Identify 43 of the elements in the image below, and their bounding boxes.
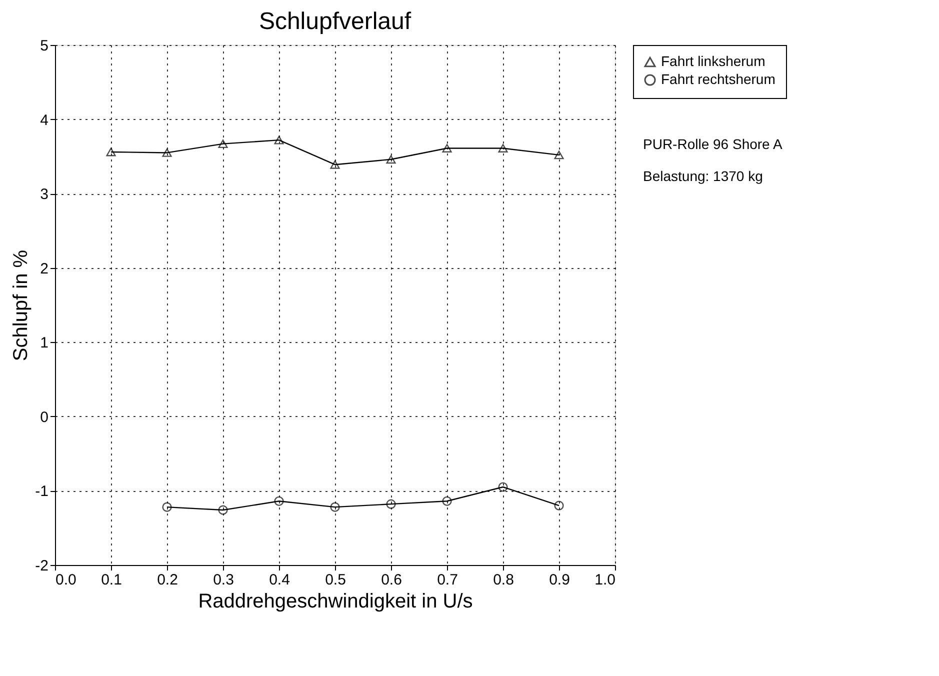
point <box>386 155 396 164</box>
point <box>274 496 284 506</box>
point <box>442 496 452 506</box>
y-tick-label: -2 <box>35 558 48 574</box>
point <box>274 136 284 144</box>
x-tick-label: 0.5 <box>325 572 346 588</box>
y-axis-title: Schlupf in % <box>10 250 32 362</box>
point <box>554 500 564 510</box>
point <box>162 502 172 512</box>
x-tick-label: 0.6 <box>381 572 402 588</box>
legend-label: Fahrt linksherum <box>661 53 766 69</box>
y-tick-label: 0 <box>40 408 48 426</box>
point <box>386 499 396 509</box>
y-tick-label: -1 <box>35 483 48 500</box>
y-tick-label: 1 <box>40 334 48 352</box>
y-tick-label: 5 <box>40 38 48 54</box>
point <box>218 140 228 148</box>
point <box>442 144 452 152</box>
x-axis-title: Raddrehgeschwindigkeit in U/s <box>198 590 473 612</box>
point <box>498 482 508 492</box>
y-tick-label: 4 <box>40 112 48 129</box>
y-tick-label: 3 <box>40 186 48 204</box>
x-tick-label: 0.4 <box>269 572 290 588</box>
chart-title: Schlupfverlauf <box>258 8 412 35</box>
point <box>330 502 340 512</box>
x-tick-label: 0.9 <box>549 572 570 588</box>
x-tick-label: 0.0 <box>56 572 76 588</box>
point <box>330 160 340 169</box>
point <box>554 150 564 160</box>
point <box>162 148 172 157</box>
x-tick-label: 0.8 <box>493 572 514 588</box>
text: PUR-Rolle 96 Shore A <box>643 136 783 152</box>
x-tick-label: 0.2 <box>157 572 178 588</box>
x-tick-label: 1.0 <box>594 572 616 588</box>
x-tick-label: 0.1 <box>101 572 122 588</box>
point <box>106 148 116 156</box>
point <box>218 505 228 515</box>
y-tick-label: 2 <box>40 260 48 278</box>
point <box>498 144 508 152</box>
x-tick-label: 0.7 <box>437 572 458 588</box>
x-tick-label: 0.3 <box>213 572 234 588</box>
legend-label: Fahrt rechtsherum <box>661 71 776 87</box>
text: Belastung: 1370 kg <box>643 168 763 184</box>
